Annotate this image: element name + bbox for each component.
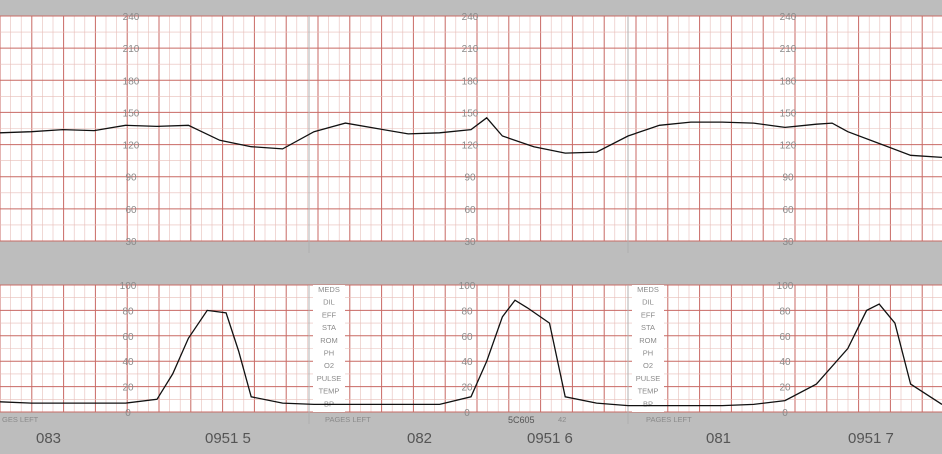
annotation-label: O2 xyxy=(324,361,334,370)
uc-tick-label: 20 xyxy=(779,383,791,394)
uc-tick-label: 20 xyxy=(461,383,473,394)
fhr-tick-label: 180 xyxy=(780,76,797,87)
pages-left-label-2: PAGES LEFT xyxy=(325,415,371,424)
uc-tick-label: 20 xyxy=(122,383,134,394)
fhr-tick-label: 210 xyxy=(462,44,479,55)
fhr-trace-line xyxy=(0,116,942,159)
timestamp-3: 0951 7 xyxy=(848,430,894,447)
fhr-tick-label: 60 xyxy=(782,205,794,216)
fhr-tick-label: 90 xyxy=(782,173,794,184)
annotation-label: O2 xyxy=(643,361,653,370)
uc-trace-line xyxy=(0,299,942,407)
annotation-label: DIL xyxy=(642,298,654,307)
fhr-tick-label: 240 xyxy=(780,12,797,23)
strip-footer: GES LEFT PAGES LEFT PAGES LEFT 083 082 0… xyxy=(2,415,894,447)
uc-tick-label: 40 xyxy=(122,357,134,368)
timestamp-1: 0951 5 xyxy=(205,430,251,447)
uc-tick-label: 100 xyxy=(777,281,794,292)
fhr-tick-label: 180 xyxy=(123,76,140,87)
uc-tick-label: 80 xyxy=(122,306,134,317)
fhr-tick-label: 90 xyxy=(464,173,476,184)
fhr-tick-label: 120 xyxy=(462,141,479,152)
uc-tick-label: 0 xyxy=(464,408,470,419)
fhr-tick-label: 60 xyxy=(464,205,476,216)
annotation-label: STA xyxy=(322,323,336,332)
annotation-label: ROM xyxy=(639,336,657,345)
fhr-tick-label: 150 xyxy=(462,108,479,119)
page-number-3: 081 xyxy=(706,430,731,447)
uc-tick-label: 60 xyxy=(122,332,134,343)
fhr-tick-label: 150 xyxy=(123,108,140,119)
fhr-tick-label: 30 xyxy=(464,237,476,248)
fhr-tick-label: 240 xyxy=(123,12,140,23)
annotation-label: PULSE xyxy=(636,374,661,383)
pages-left-label-3: PAGES LEFT xyxy=(646,415,692,424)
serial-number: 5C605 xyxy=(508,415,535,425)
uc-tick-label: 40 xyxy=(461,357,473,368)
annotation-label: EFF xyxy=(641,310,656,319)
fhr-tick-label: 210 xyxy=(780,44,797,55)
timestamp-2: 0951 6 xyxy=(527,430,573,447)
fhr-tick-label: 150 xyxy=(780,108,797,119)
uc-grid xyxy=(0,284,942,424)
annotation-label: TEMP xyxy=(638,387,659,396)
annotation-label: PH xyxy=(324,349,334,358)
annotation-label: ROM xyxy=(320,336,338,345)
annotation-label: PULSE xyxy=(317,374,342,383)
fhr-tick-label: 30 xyxy=(125,237,137,248)
annotation-label: DIL xyxy=(323,298,335,307)
uc-axis-labels: 100 80 60 40 20 0 100 80 60 40 20 0 100 80 60 40 20 0 xyxy=(120,281,794,419)
fhr-tick-label: 60 xyxy=(125,205,137,216)
uc-tick-label: 100 xyxy=(459,281,476,292)
uc-tick-label: 0 xyxy=(125,408,131,419)
page-number-2: 082 xyxy=(407,430,432,447)
annotation-label: TEMP xyxy=(319,387,340,396)
uc-tick-label: 40 xyxy=(779,357,791,368)
fhr-grid xyxy=(0,15,942,253)
annotation-label: BP xyxy=(643,399,653,408)
annotation-label: EFF xyxy=(322,310,337,319)
fhr-axis-labels: 240 210 180 150 120 90 60 30 240 210 180 150 120 90 60… xyxy=(123,12,797,248)
uc-tick-label: 60 xyxy=(779,332,791,343)
fhr-tick-label: 120 xyxy=(780,141,797,152)
annotation-label: MEDS xyxy=(318,285,340,294)
uc-tick-label: 0 xyxy=(782,408,788,419)
fhr-tick-label: 180 xyxy=(462,76,479,87)
uc-tick-label: 80 xyxy=(779,306,791,317)
annotation-panels: MEDS DIL EFF STA ROM PH O2 PULSE TEMP BP MEDS DIL EF… xyxy=(313,285,664,412)
fhr-tick-label: 240 xyxy=(462,12,479,23)
fhr-tick-label: 210 xyxy=(123,44,140,55)
uc-tick-label: 60 xyxy=(461,332,473,343)
page-number-1: 083 xyxy=(36,430,61,447)
annotation-label: MEDS xyxy=(637,285,659,294)
annotation-label: STA xyxy=(641,323,655,332)
pages-left-label-1: GES LEFT xyxy=(2,415,39,424)
uc-tick-label: 100 xyxy=(120,281,137,292)
serial-suffix: 42 xyxy=(558,415,566,424)
uc-tick-label: 80 xyxy=(461,306,473,317)
annotation-label: PH xyxy=(643,349,653,358)
annotation-panel xyxy=(313,285,345,412)
fhr-tick-label: 30 xyxy=(782,237,794,248)
fhr-tick-label: 90 xyxy=(125,173,137,184)
annotation-panel xyxy=(632,285,664,412)
fhr-tick-label: 120 xyxy=(123,141,140,152)
